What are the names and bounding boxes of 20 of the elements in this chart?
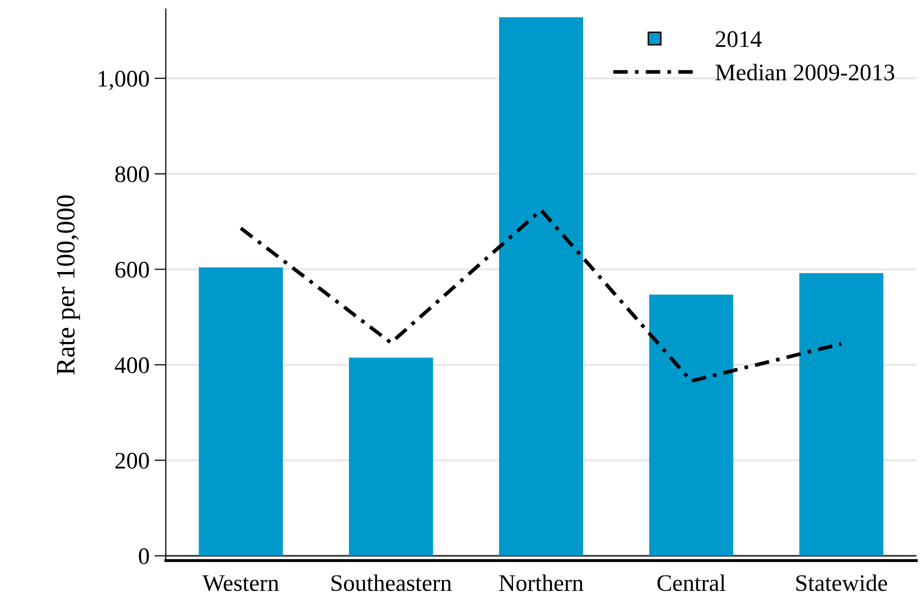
x-tick-label: Central bbox=[657, 574, 726, 592]
y-tick-label: 800 bbox=[115, 166, 149, 182]
bar bbox=[499, 17, 584, 556]
y-tick-label: 600 bbox=[115, 262, 149, 278]
bar bbox=[348, 358, 433, 556]
y-tick-label: 400 bbox=[114, 357, 149, 374]
y-axis-title: Rate per 100,000 bbox=[56, 195, 80, 375]
y-tick-label: 0 bbox=[138, 548, 149, 564]
bar bbox=[799, 273, 884, 556]
y-tick-label: 200 bbox=[115, 452, 149, 469]
x-tick-label: Northern bbox=[499, 574, 584, 592]
y-tick-label: 1,000 bbox=[98, 70, 149, 90]
line-series bbox=[239, 208, 844, 383]
x-tick-label: Statewide bbox=[796, 574, 888, 592]
legend-label: Median 2009-2013 bbox=[715, 64, 894, 80]
x-tick-label: Southeastern bbox=[332, 574, 452, 592]
bar bbox=[649, 294, 734, 556]
bar bbox=[198, 267, 283, 556]
x-tick-label: Western bbox=[202, 575, 279, 592]
legend-label: 2014 bbox=[716, 31, 762, 48]
